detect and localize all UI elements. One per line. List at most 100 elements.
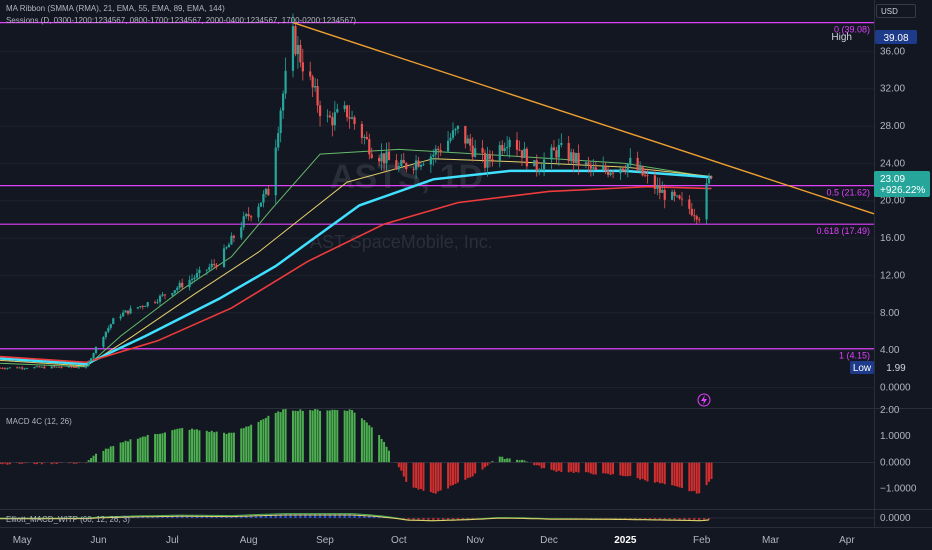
macd-bar — [567, 462, 570, 473]
macd-bar — [326, 410, 329, 463]
macd-bar — [540, 462, 543, 469]
macd-bar — [35, 462, 38, 465]
candle-body — [663, 189, 666, 200]
candle-body — [437, 148, 440, 150]
ma-ribbon-legend[interactable]: MA Ribbon (SMMA (RMA), 21, EMA, 55, EMA,… — [6, 4, 225, 13]
lower-bar — [304, 514, 307, 518]
fib-retracement[interactable]: 0 (39.08) 0.5 (21.62) 0.618 (17.49) 1 (4.15… — [0, 21, 874, 361]
lightning-icon[interactable] — [697, 393, 711, 407]
macd-bar — [72, 462, 75, 464]
sessions-legend[interactable]: Sessions (D, 0300-1200:1234567, 0800-170… — [6, 16, 357, 25]
macd-bar — [370, 427, 373, 463]
macd-bar — [698, 462, 701, 494]
price-tick-label: 12.00 — [880, 270, 905, 281]
candle-body — [439, 149, 442, 152]
candle-body — [126, 310, 130, 314]
macd-bar — [0, 462, 1, 464]
candle-body — [658, 185, 661, 193]
candle-body — [35, 366, 39, 368]
price-axis[interactable]: 36.00 32.00 28.00 24.00 20.00 16.00 12.00 8.00 4… — [880, 46, 911, 393]
lower-bar — [264, 514, 268, 518]
candle-body — [382, 153, 386, 164]
lower-bar — [614, 518, 617, 519]
candle-body — [77, 367, 80, 369]
macd-bar — [560, 462, 563, 472]
last-price-label: 23.09 +926.22% — [874, 171, 930, 197]
macd-bar — [464, 462, 467, 480]
lower-bar — [437, 518, 440, 521]
candle-body — [464, 125, 467, 144]
candle-body — [188, 280, 191, 288]
macd-bar — [188, 429, 191, 463]
candle-body — [264, 188, 267, 195]
macd-bar — [447, 462, 450, 489]
macd-bar — [552, 462, 555, 471]
high-label: High — [831, 32, 852, 43]
candle-body — [230, 235, 233, 245]
candle-body — [40, 366, 43, 368]
macd-bar — [259, 420, 262, 463]
time-tick-label: Feb — [693, 535, 711, 546]
time-tick-label: Sep — [316, 535, 334, 546]
macd-bar — [486, 462, 489, 466]
macd-bar — [417, 462, 420, 490]
candle-body — [518, 149, 521, 151]
candle-body — [326, 115, 329, 117]
fib-level-label: 0.618 (17.49) — [816, 226, 870, 236]
macd-bar — [676, 462, 679, 487]
time-tick-label: Jul — [166, 535, 179, 546]
macd-bar — [508, 458, 511, 463]
candle-body — [257, 206, 260, 218]
macd-bar — [242, 428, 245, 463]
candle-body — [331, 117, 334, 126]
macd-bar — [543, 462, 546, 469]
candle-body — [109, 324, 112, 328]
candle-body — [353, 117, 356, 124]
candle-body — [136, 307, 139, 309]
candle-body — [121, 312, 125, 317]
macd-bar — [6, 462, 9, 465]
macd-bar — [400, 462, 403, 471]
candle-body — [378, 157, 381, 162]
macd-bar — [402, 462, 405, 477]
macd-bar — [690, 462, 693, 492]
macd-bar — [141, 436, 144, 463]
candle-body — [698, 219, 701, 221]
candle-body — [8, 367, 11, 369]
candle-body — [336, 109, 339, 113]
macd-bar — [161, 433, 164, 463]
macd-bar — [466, 462, 469, 479]
lower-bar — [318, 514, 322, 518]
candle-body — [626, 163, 629, 172]
macd-bar — [538, 462, 541, 466]
trendline[interactable] — [292, 21, 875, 215]
macd-bar — [412, 462, 415, 488]
macd-bar — [85, 462, 88, 464]
macd-bar — [225, 433, 228, 463]
candle-body — [318, 105, 322, 117]
candles — [0, 13, 713, 370]
candle-body — [693, 215, 696, 217]
candle-body — [343, 105, 346, 110]
macd-bar — [710, 462, 713, 480]
candle-body — [70, 366, 73, 368]
time-tick-label: Jun — [90, 535, 106, 546]
candle-body — [53, 366, 56, 368]
candle-body — [3, 368, 7, 370]
macd-bar — [146, 434, 149, 463]
macd-bar — [506, 458, 509, 463]
candle-body — [18, 367, 21, 369]
lower-bar — [348, 514, 351, 518]
macd-bar — [501, 456, 504, 463]
candle-body — [119, 316, 122, 319]
candle-body — [629, 157, 632, 164]
macd-bar — [658, 462, 661, 484]
candle-body — [222, 248, 226, 267]
lower-bar — [619, 518, 622, 519]
lower-bar — [441, 518, 445, 521]
currency-selector[interactable]: USD — [876, 4, 916, 18]
time-axis[interactable]: May Jun Jul Aug Sep Oct Nov Dec 2025 Feb Mar Apr — [13, 535, 856, 546]
price-tick-label: 16.00 — [880, 233, 905, 244]
low-value: 1.99 — [886, 363, 906, 374]
